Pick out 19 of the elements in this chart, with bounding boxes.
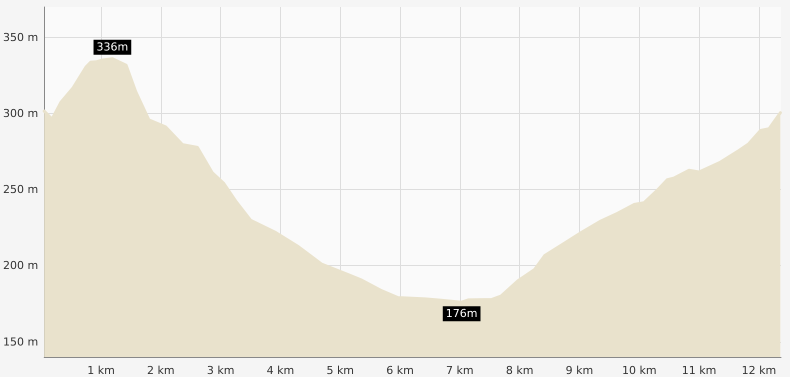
x-tick-label: 10 km xyxy=(622,364,657,377)
x-tick-label: 7 km xyxy=(446,364,474,377)
x-tick-label: 4 km xyxy=(266,364,294,377)
x-tick-label: 2 km xyxy=(147,364,175,377)
x-tick-label: 9 km xyxy=(566,364,594,377)
x-tick-label: 6 km xyxy=(386,364,414,377)
y-tick-label: 300 m xyxy=(2,107,38,120)
x-tick-label: 5 km xyxy=(326,364,354,377)
x-tick-label: 8 km xyxy=(506,364,534,377)
x-tick-label: 3 km xyxy=(206,364,234,377)
x-tick-label: 11 km xyxy=(682,364,716,377)
y-tick-label: 250 m xyxy=(2,183,38,196)
y-tick-label: 200 m xyxy=(2,259,38,272)
annotation: 336m xyxy=(96,40,128,54)
x-tick-label: 12 km xyxy=(742,364,776,377)
y-tick-label: 150 m xyxy=(2,335,38,348)
y-tick-label: 350 m xyxy=(2,30,38,44)
x-tick-label: 1 km xyxy=(87,364,115,377)
annotation: 176m xyxy=(446,307,478,320)
